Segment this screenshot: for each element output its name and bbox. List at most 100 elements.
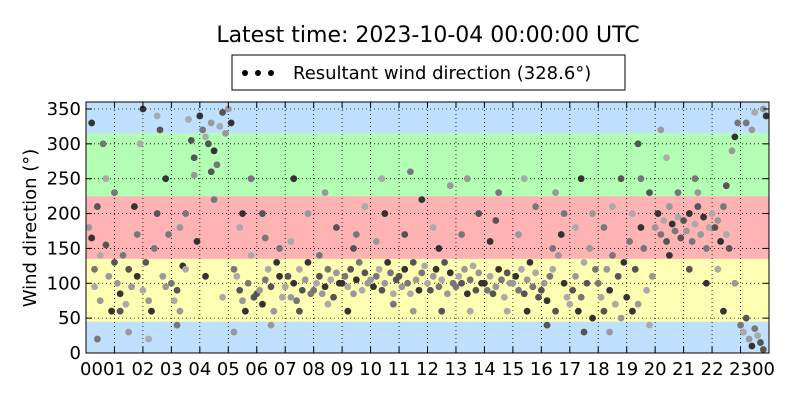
data-point [153,112,161,120]
data-point [711,224,719,231]
data-point [523,307,531,315]
data-point [722,182,730,190]
data-point [167,279,175,287]
data-point [503,269,511,277]
data-point [469,262,477,270]
data-point [520,290,528,298]
data-point [119,251,127,259]
data-point [298,286,306,294]
data-point [685,210,693,217]
data-point [455,272,463,280]
data-point [708,210,716,217]
data-point [247,251,255,259]
data-point [458,279,466,287]
data-point [409,307,417,315]
data-point [444,290,451,298]
data-point [290,279,298,287]
legend-box [231,54,626,91]
data-point [683,227,690,235]
data-point [222,129,229,137]
data-point [503,307,511,315]
data-point [680,217,688,224]
data-point [518,265,525,273]
data-point [259,300,266,308]
y-tick-label: 0 [70,343,81,364]
data-point [532,203,540,210]
data-point [273,258,281,266]
data-point [281,283,289,291]
y-tick-label: 300 [47,134,81,155]
data-point [389,300,397,308]
data-point [145,297,153,305]
data-point [239,297,246,305]
legend-marker-dot [268,70,274,76]
x-axis-ticks: 00 01 02 03 04 05 06 07 08 09 10 11 12 13 14 15 16 17 18 19… [80,102,775,380]
x-tick-label: 07 [274,359,297,380]
data-point [310,286,318,294]
data-point [751,109,759,116]
data-point [523,276,531,284]
data-point [646,189,653,197]
data-point [415,286,423,294]
data-point [301,276,309,284]
data-point [725,245,733,252]
data-point [370,283,377,291]
data-point [714,217,722,224]
chart-title: Latest time: 2023-10-04 00:00:00 UTC [216,23,639,48]
data-point [446,182,454,190]
data-point [91,283,98,291]
data-point [116,307,124,315]
data-point [677,234,685,242]
data-point [572,272,579,280]
x-tick-label: 00 [80,359,103,380]
data-point [136,140,144,148]
data-point [540,279,548,287]
data-point [606,328,614,336]
data-point [720,307,727,315]
data-point [378,175,386,183]
data-point [284,272,292,280]
data-point [500,293,508,301]
data-point [122,300,130,308]
data-point [133,272,141,280]
data-point [483,286,491,294]
data-point [631,265,639,273]
data-point [466,276,474,284]
data-point [702,245,710,252]
data-point [665,251,673,259]
data-point [543,297,551,305]
x-tick-label: 17 [558,359,581,380]
data-point [435,245,443,252]
x-tick-label: 04 [188,359,211,380]
x-tick-label: 09 [331,359,354,380]
data-point [458,231,466,238]
data-point [441,258,448,266]
data-point [438,307,446,315]
data-point [748,342,756,350]
legend-marker-dot [255,70,261,76]
data-point [358,286,366,294]
data-point [224,105,232,113]
data-point [529,283,537,291]
data-point [620,258,628,266]
data-point [133,231,141,238]
data-point [219,109,227,116]
data-point [512,272,520,280]
data-point [626,238,633,245]
data-point [213,161,221,169]
data-point [204,140,212,148]
data-point [734,119,742,127]
data-point [142,258,150,266]
data-point [424,279,431,287]
data-point [665,203,673,210]
data-point [589,210,596,217]
data-point [412,276,420,284]
data-point [202,133,209,141]
data-point [162,283,170,291]
data-point [555,251,562,259]
data-point [597,293,605,301]
data-point [88,119,96,127]
data-point [546,272,554,280]
data-point [338,279,346,287]
